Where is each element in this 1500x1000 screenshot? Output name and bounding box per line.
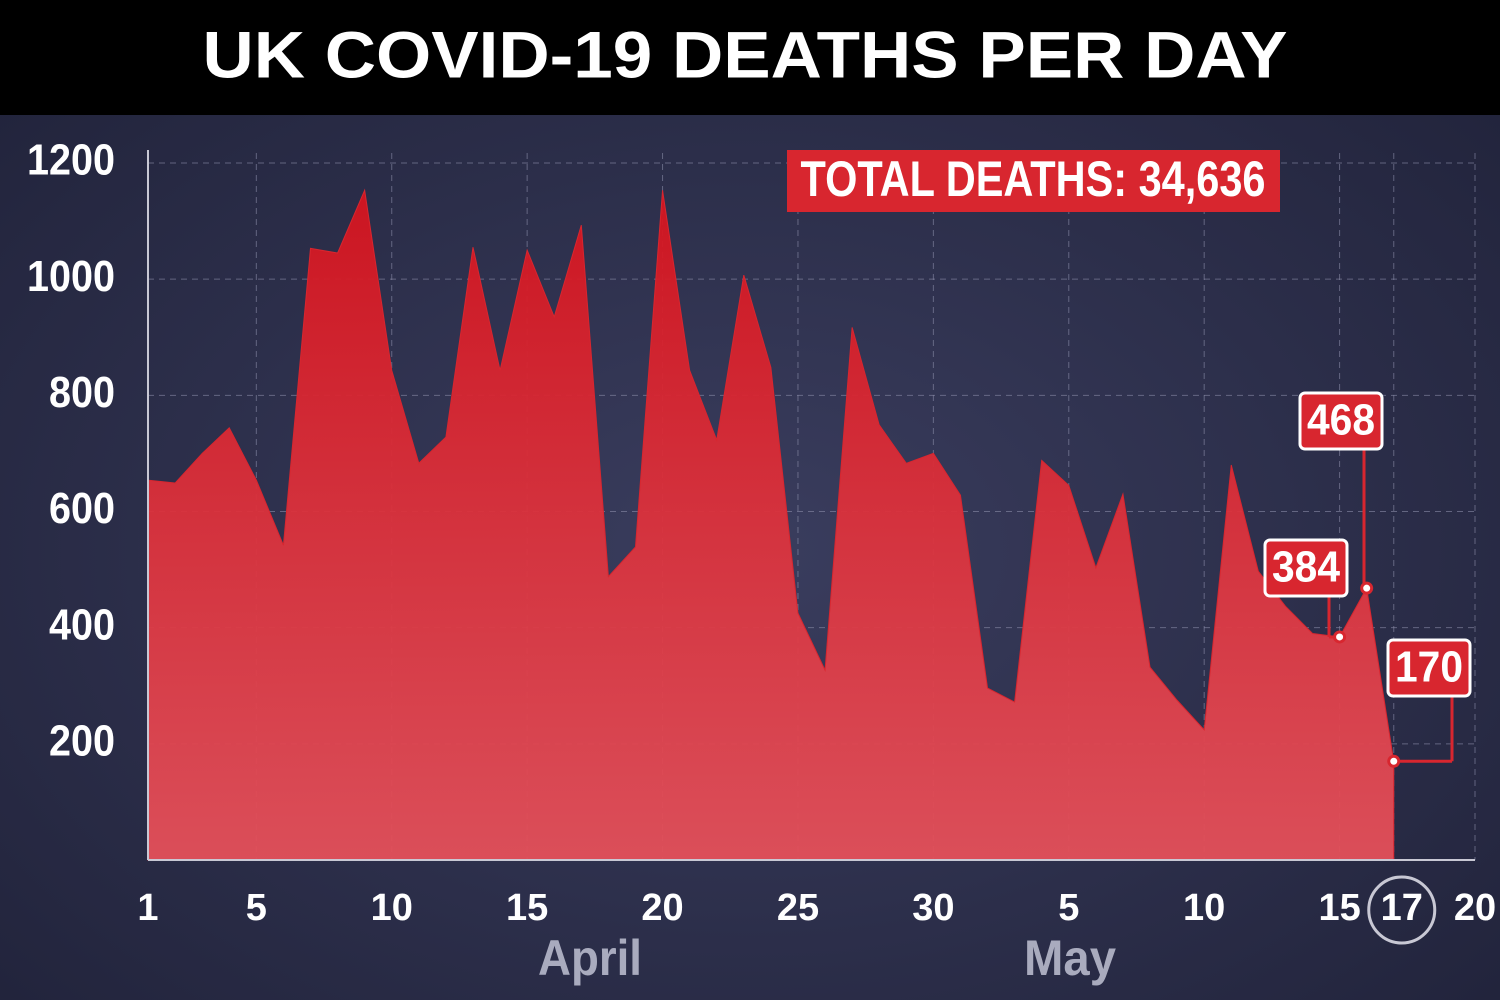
point xyxy=(1387,754,1401,768)
x-tick-label: 25 xyxy=(777,887,819,929)
x-tick-label: 20 xyxy=(1454,887,1496,929)
annotation-box xyxy=(787,150,1280,212)
y-tick-label: 200 xyxy=(49,716,115,765)
x-tick-label: 5 xyxy=(246,887,267,929)
x-tick-label: 1 xyxy=(137,887,158,929)
x-tick-label: 5 xyxy=(1058,887,1079,929)
callout-box xyxy=(1386,638,1472,698)
area xyxy=(147,188,1395,861)
title-bar xyxy=(0,0,1500,115)
callout-box xyxy=(1298,391,1384,451)
y-tick-label: 800 xyxy=(49,368,115,417)
y-tick-label: 400 xyxy=(49,600,115,649)
chart-title: UK COVID-19 DEATHS PER DAY xyxy=(203,17,1288,91)
x-tick-label: 10 xyxy=(1183,887,1225,929)
y-tick-label: 600 xyxy=(49,484,115,533)
y-tick-label: 1000 xyxy=(27,252,115,301)
data-label: 468 xyxy=(1307,396,1375,445)
x-tick-label: 17 xyxy=(1381,887,1423,929)
month-label: May xyxy=(1024,930,1116,986)
point xyxy=(1360,581,1374,595)
x-tick-label: 15 xyxy=(1318,887,1360,929)
data-label: 384 xyxy=(1272,543,1340,592)
x-tick-label: 10 xyxy=(371,887,413,929)
point xyxy=(1333,630,1347,644)
month-label: April xyxy=(538,930,642,986)
callout-box xyxy=(1263,538,1349,598)
x-tick-label: 20 xyxy=(641,887,683,929)
x-tick-label: 15 xyxy=(506,887,548,929)
tick-highlight xyxy=(1367,875,1437,945)
y-tick-label: 1200 xyxy=(27,136,115,185)
annotation: TOTAL DEATHS: 34,636 xyxy=(801,151,1266,207)
data-label: 170 xyxy=(1395,643,1463,692)
x-tick-label: 30 xyxy=(912,887,954,929)
